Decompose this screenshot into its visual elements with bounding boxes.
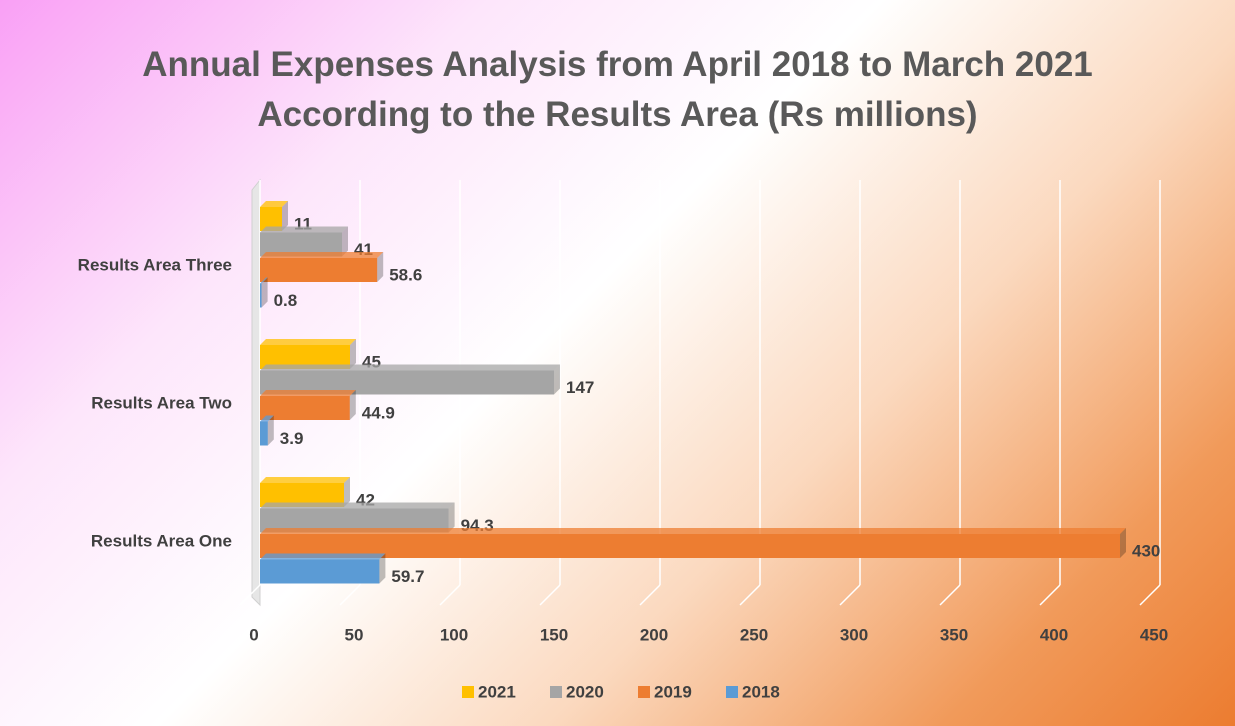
legend-swatch: [462, 686, 474, 698]
grid-line-depth: [939, 584, 961, 606]
data-label: 3.9: [280, 429, 304, 448]
legend-label: 2021: [478, 682, 516, 701]
grid-line-depth: [339, 584, 361, 606]
data-label: 0.8: [274, 291, 298, 310]
y-tick-label: Results Area Three: [78, 255, 232, 274]
bar: [260, 559, 380, 584]
grid-line-depth: [839, 584, 861, 606]
bar-top: [260, 528, 1126, 534]
bar-side: [349, 390, 356, 420]
grid-line-depth: [239, 584, 261, 606]
bar: [260, 207, 282, 231]
legend-label: 2018: [742, 682, 780, 701]
grid-line-depth: [539, 584, 561, 606]
bar: [260, 396, 350, 420]
y-tick-label: Results Area One: [91, 531, 232, 550]
bar-side: [261, 277, 268, 308]
data-label: 59.7: [391, 567, 424, 586]
x-tick-label: 100: [440, 625, 468, 644]
bar-top: [260, 502, 455, 509]
x-tick-label: 50: [345, 625, 364, 644]
bar: [260, 534, 1120, 558]
grid-line-depth: [439, 584, 461, 606]
bar-top: [260, 364, 560, 371]
bar: [260, 283, 262, 308]
bar-top: [260, 477, 350, 483]
legend-label: 2019: [654, 682, 692, 701]
x-tick-label: 250: [740, 625, 768, 644]
bar: [260, 258, 378, 282]
x-tick-label: 300: [840, 625, 868, 644]
chart-title: Annual Expenses Analysis from April 2018…: [142, 45, 1093, 134]
bar: [260, 421, 268, 446]
x-tick-label: 150: [540, 625, 568, 644]
legend-swatch: [726, 686, 738, 698]
data-label: 44.9: [362, 403, 395, 422]
grid-line-depth: [639, 584, 661, 606]
legend-swatch: [550, 686, 562, 698]
bar-side: [1120, 528, 1126, 558]
legend-swatch: [638, 686, 650, 698]
grid-line-depth: [1139, 584, 1161, 606]
x-tick-label: 350: [940, 625, 968, 644]
bar-side: [448, 502, 455, 533]
x-tick-label: 200: [640, 625, 668, 644]
bar-side: [282, 201, 288, 231]
data-label: 58.6: [389, 265, 422, 284]
bar-top: [260, 390, 356, 396]
x-tick-label: 400: [1040, 625, 1068, 644]
bar-top: [260, 201, 288, 207]
bar-side: [554, 364, 560, 395]
bar-top: [260, 553, 386, 560]
y-tick-label: Results Area Two: [91, 393, 232, 412]
bar-side: [342, 226, 348, 257]
data-label: 430: [1132, 541, 1160, 560]
bar-side: [379, 553, 386, 584]
bar-top: [260, 415, 274, 422]
bar-side: [267, 415, 274, 446]
bar-top: [260, 277, 268, 284]
legend-label: 2020: [566, 682, 604, 701]
grid-line-depth: [739, 584, 761, 606]
data-label: 147: [566, 378, 594, 397]
grid-line-depth: [1039, 584, 1061, 606]
bar-top: [260, 226, 348, 233]
x-tick-label: 450: [1140, 625, 1168, 644]
bar-top: [260, 339, 356, 345]
back-wall: [251, 178, 261, 607]
x-tick-label: 0: [249, 625, 258, 644]
bar-side: [350, 339, 356, 369]
bar-side: [377, 252, 384, 282]
bar-side: [344, 477, 350, 507]
bar-top: [260, 252, 384, 258]
